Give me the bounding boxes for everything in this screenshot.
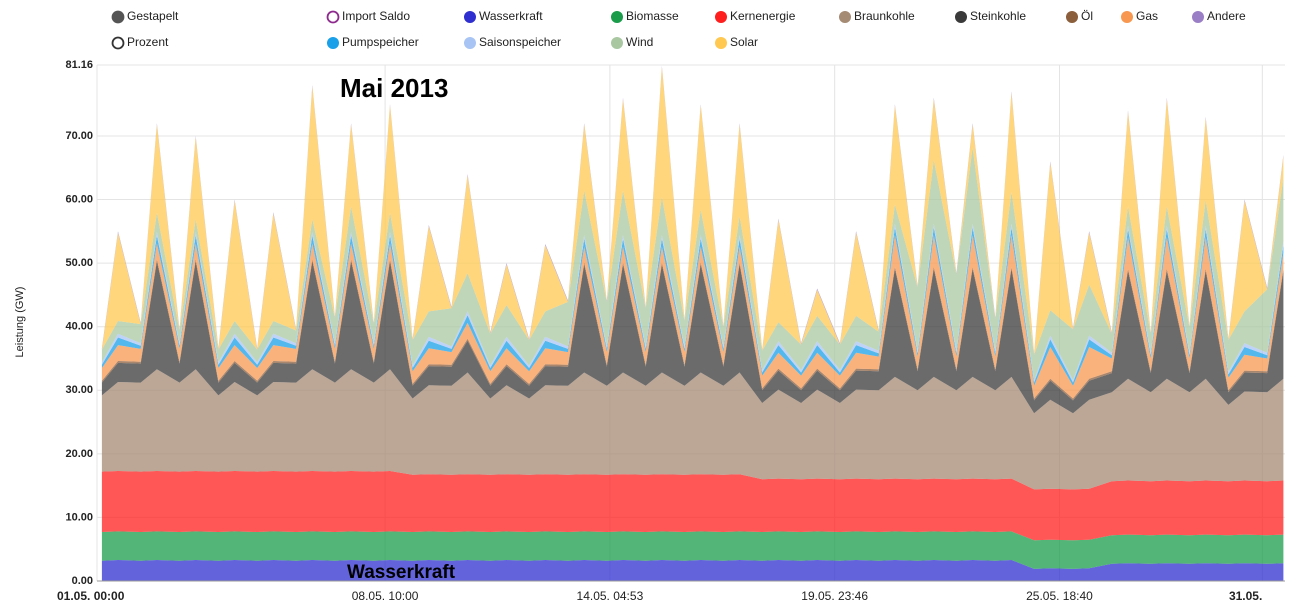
legend-label: Steinkohle (970, 9, 1026, 23)
y-tick-label: 40.00 (65, 321, 93, 333)
x-tick-label: 31.05. (1229, 589, 1262, 603)
legend-marker (611, 11, 623, 23)
legend-label: Andere (1207, 9, 1246, 23)
legend-label: Pumpspeicher (342, 35, 419, 49)
legend-marker (1192, 11, 1204, 23)
x-tick-label: 14.05. 04:53 (577, 589, 644, 603)
area (101, 560, 1284, 581)
legend-marker (1066, 11, 1078, 23)
legend-label: Braunkohle (854, 9, 915, 23)
legend-label: Wasserkraft (479, 9, 543, 23)
legend-toggle (326, 10, 340, 24)
legend-marker (839, 11, 851, 23)
legend-toggle (111, 36, 125, 50)
y-tick-label: 10.00 (65, 511, 93, 523)
legend-marker (327, 37, 339, 49)
area (101, 227, 1284, 386)
x-tick-label: 08.05. 10:00 (352, 589, 419, 603)
area (101, 147, 1284, 381)
area (101, 369, 1284, 490)
y-tick-label: 20.00 (65, 448, 93, 460)
legend-toggle (111, 10, 125, 24)
legend-marker (464, 37, 476, 49)
legend-label: Kernenergie (730, 9, 796, 23)
area (101, 67, 1284, 355)
area (101, 531, 1284, 569)
legend-label: Prozent (127, 35, 169, 49)
area (101, 261, 1284, 414)
legend-label: Biomasse (626, 9, 679, 23)
legend-label: Saisonspeicher (479, 35, 561, 49)
legend-label: Öl (1081, 9, 1093, 23)
legend-label: Wind (626, 35, 653, 49)
legend-marker (611, 37, 623, 49)
legend-label: Import Saldo (342, 9, 410, 23)
y-tick-label: 30.00 (65, 384, 93, 396)
legend-marker (715, 11, 727, 23)
x-tick-label: 19.05. 23:46 (801, 589, 868, 603)
area (101, 223, 1284, 383)
legend-marker (955, 11, 967, 23)
annotation: Mai 2013 (340, 73, 448, 103)
area (101, 471, 1284, 541)
x-tick-label: 25.05. 18:40 (1026, 589, 1093, 603)
y-tick-label: 50.00 (65, 257, 93, 269)
legend-label: Solar (730, 35, 758, 49)
legend-marker (464, 11, 476, 23)
y-tick-label: 60.00 (65, 193, 93, 205)
legend-marker (1121, 11, 1133, 23)
x-tick-label: 01.05. 00:00 (57, 589, 125, 603)
y-tick-label: 81.16 (65, 59, 93, 71)
legend-label: Gestapelt (127, 9, 179, 23)
annotation: Wasserkraft (347, 562, 456, 583)
y-tick-label: 0.00 (72, 575, 93, 587)
y-tick-label: 70.00 (65, 130, 93, 142)
legend-marker (715, 37, 727, 49)
y-axis-label: Leistung (GW) (14, 287, 26, 358)
area (101, 235, 1284, 399)
legend-label: Gas (1136, 9, 1158, 23)
